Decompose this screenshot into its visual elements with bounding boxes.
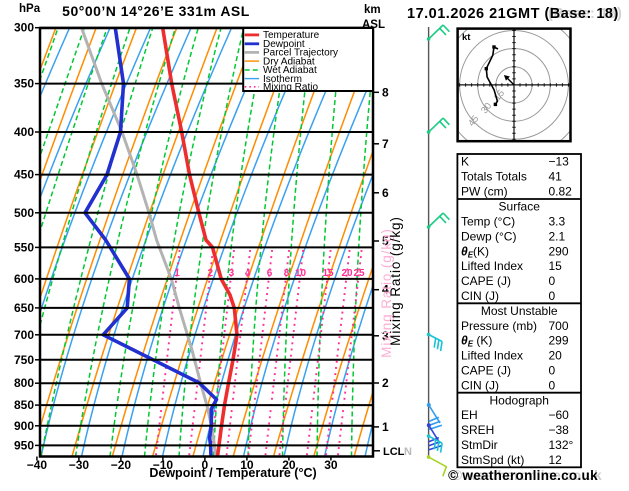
svg-text:Mixing Ratio (g/kg): Mixing Ratio (g/kg) — [379, 228, 394, 358]
svg-text:−38: −38 — [549, 423, 570, 437]
svg-text:Dewpoint: Dewpoint — [263, 39, 305, 50]
svg-text:CAPE (J): CAPE (J) — [461, 364, 511, 378]
svg-text:300: 300 — [14, 21, 34, 35]
svg-text:Mixing Ratio (g/kg): Mixing Ratio (g/kg) — [388, 216, 403, 346]
svg-text:Pressure (mb): Pressure (mb) — [461, 319, 537, 333]
svg-text:Dry Adiabat: Dry Adiabat — [263, 56, 315, 67]
svg-text:Hodograph: Hodograph — [490, 393, 549, 407]
svg-text:750: 750 — [14, 353, 34, 367]
svg-text:0: 0 — [549, 274, 556, 288]
svg-text:Isotherm: Isotherm — [263, 74, 302, 85]
svg-text:N: N — [404, 446, 412, 458]
svg-text:30: 30 — [324, 458, 338, 472]
svg-text:CIN (J): CIN (J) — [461, 289, 499, 303]
svg-text:K: K — [461, 155, 469, 169]
svg-text:−40: −40 — [27, 458, 48, 472]
svg-text:km: km — [364, 4, 381, 16]
svg-text:Wet Adiabat: Wet Adiabat — [263, 65, 317, 76]
svg-text:850: 850 — [14, 398, 34, 412]
svg-text:950: 950 — [14, 438, 34, 452]
svg-text:Temperature: Temperature — [263, 30, 320, 41]
svg-text:550: 550 — [14, 240, 34, 254]
svg-text:−10: −10 — [153, 458, 174, 472]
svg-text:1: 1 — [382, 420, 389, 434]
svg-text:17.01.2026 21GMT (Base: 18): 17.01.2026 21GMT (Base: 18) — [407, 6, 619, 22]
svg-text:10: 10 — [295, 268, 307, 279]
svg-text:Lifted Index: Lifted Index — [461, 349, 523, 363]
svg-text:Totals Totals: Totals Totals — [461, 170, 527, 184]
svg-text:Dewp (°C): Dewp (°C) — [461, 229, 516, 243]
svg-text:StmSpd (kt): StmSpd (kt) — [461, 453, 524, 467]
svg-text:3.3: 3.3 — [549, 215, 566, 229]
svg-text:20: 20 — [549, 349, 563, 363]
svg-text:CAPE (J): CAPE (J) — [461, 274, 511, 288]
svg-text:20: 20 — [341, 268, 353, 279]
svg-text:900: 900 — [14, 419, 34, 433]
svg-text:350: 350 — [14, 77, 34, 91]
svg-text:2: 2 — [382, 376, 389, 390]
svg-text:25: 25 — [353, 268, 365, 279]
svg-text:−13: −13 — [549, 155, 570, 169]
svg-text:0: 0 — [549, 289, 556, 303]
svg-text:0.82: 0.82 — [549, 185, 573, 199]
svg-text:700: 700 — [14, 328, 34, 342]
svg-text:θE(K): θE(K) — [461, 244, 489, 259]
svg-text:Parcel Trajectory: Parcel Trajectory — [263, 48, 338, 59]
svg-text:400: 400 — [14, 125, 34, 139]
svg-text:15: 15 — [322, 268, 334, 279]
svg-text:Lifted Index: Lifted Index — [461, 259, 523, 273]
svg-text:299: 299 — [549, 334, 569, 348]
svg-text:kt: kt — [462, 32, 471, 43]
svg-text:Dewpoint / Temperature (°C): Dewpoint / Temperature (°C) — [149, 466, 316, 480]
svg-text:132°: 132° — [549, 438, 574, 452]
svg-text:3: 3 — [229, 268, 235, 279]
svg-text:450: 450 — [14, 168, 34, 182]
svg-text:© weatheronline.co.uk: © weatheronline.co.uk — [452, 468, 602, 483]
svg-text:4: 4 — [245, 268, 251, 279]
svg-text:PW (cm): PW (cm) — [461, 185, 508, 199]
svg-text:0: 0 — [549, 364, 556, 378]
svg-text:12: 12 — [549, 453, 563, 467]
svg-text:EH: EH — [461, 408, 478, 422]
svg-text:8: 8 — [382, 85, 389, 99]
svg-text:−20: −20 — [111, 458, 132, 472]
svg-text:Mixing Ratio: Mixing Ratio — [263, 82, 318, 93]
svg-text:2.1: 2.1 — [549, 229, 566, 243]
svg-text:CIN (J): CIN (J) — [461, 378, 499, 392]
svg-text:θE (K): θE (K) — [461, 334, 492, 349]
svg-text:3: 3 — [382, 329, 389, 343]
svg-text:650: 650 — [14, 301, 34, 315]
svg-text:20: 20 — [282, 458, 296, 472]
svg-text:1: 1 — [174, 268, 180, 279]
svg-text:−60: −60 — [549, 408, 570, 422]
svg-text:700: 700 — [549, 319, 569, 333]
svg-text:7: 7 — [382, 137, 389, 151]
svg-text:hPa: hPa — [19, 3, 41, 15]
svg-text:6: 6 — [382, 186, 389, 200]
svg-text:15: 15 — [549, 259, 563, 273]
svg-text:LCL: LCL — [383, 446, 405, 458]
svg-text:0: 0 — [202, 458, 209, 472]
svg-text:10: 10 — [240, 458, 254, 472]
svg-text:800: 800 — [14, 376, 34, 390]
svg-text:Temp (°C): Temp (°C) — [461, 215, 515, 229]
svg-text:(Base: 18): (Base: 18) — [548, 6, 622, 22]
svg-text:StmDir: StmDir — [461, 438, 498, 452]
svg-text:4: 4 — [382, 283, 389, 297]
svg-text:© weatheronline.co.uk: © weatheronline.co.uk — [448, 468, 598, 483]
svg-text:50°00’N 14°26’E 331m ASL: 50°00’N 14°26’E 331m ASL — [62, 3, 250, 19]
svg-text:5: 5 — [382, 234, 389, 248]
svg-text:2: 2 — [208, 268, 214, 279]
svg-text:SREH: SREH — [461, 423, 494, 437]
svg-text:8: 8 — [284, 268, 290, 279]
svg-text:6: 6 — [267, 268, 273, 279]
svg-text:Surface: Surface — [499, 200, 541, 214]
svg-text:600: 600 — [14, 272, 34, 286]
svg-text:500: 500 — [14, 206, 34, 220]
svg-text:Most Unstable: Most Unstable — [481, 304, 558, 318]
svg-text:−30: −30 — [69, 458, 90, 472]
svg-text:41: 41 — [549, 170, 563, 184]
svg-text:0: 0 — [549, 378, 556, 392]
svg-text:290: 290 — [549, 244, 569, 258]
